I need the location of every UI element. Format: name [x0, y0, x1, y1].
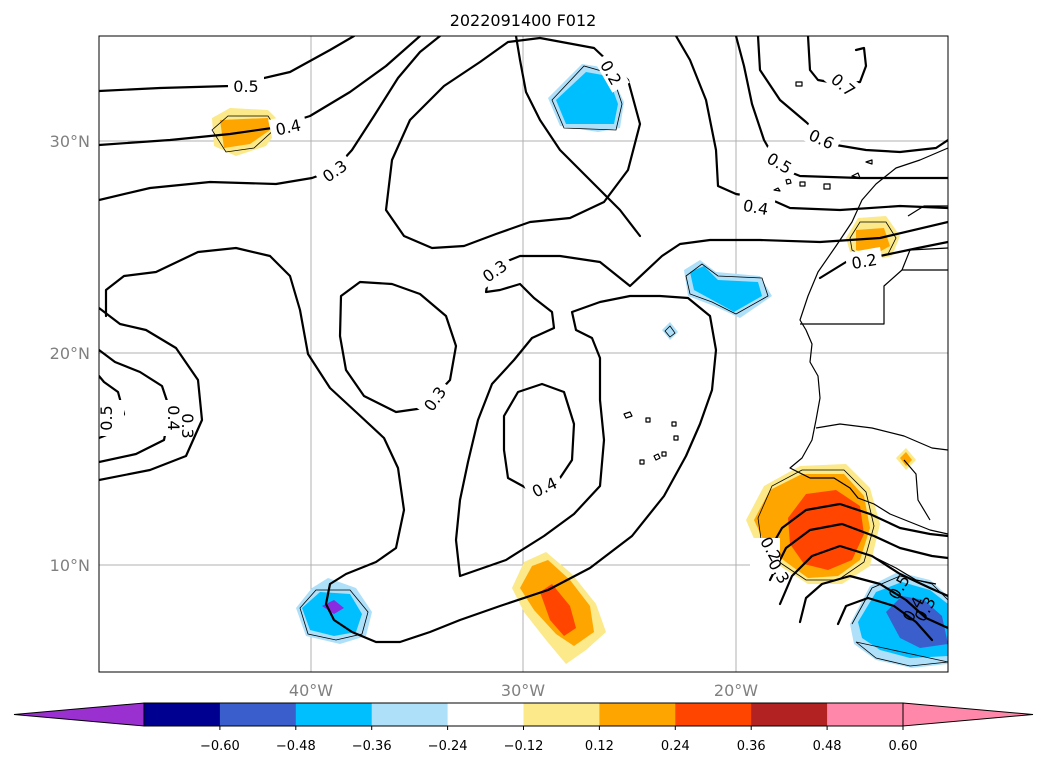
contour-line	[768, 522, 948, 582]
colorbar-tick-label: 0.60	[889, 739, 918, 754]
colorbar-extend-high	[902, 702, 1034, 727]
colorbar-tick-label: 0.48	[813, 739, 842, 754]
shade-negative-sw-violet	[322, 600, 344, 614]
colorbar-tick-label: −0.36	[352, 739, 392, 754]
contour-line	[338, 280, 458, 414]
colorbar-segment	[675, 703, 752, 726]
plot-frame	[98, 35, 949, 673]
africa-border-1	[800, 269, 948, 325]
shade-negative-small	[662, 322, 678, 340]
lon-label: 30°W	[501, 681, 545, 700]
lon-label: 40°W	[289, 681, 333, 700]
shade-positive-s-core	[540, 584, 576, 636]
shade-negative-mid-core	[690, 266, 762, 312]
contour-label: 0.2	[850, 250, 878, 273]
colorbar-segment	[599, 703, 676, 726]
colorbar-tick-label: −0.24	[428, 739, 468, 754]
contour-label: 0.5	[233, 77, 258, 96]
colorbar-segment	[295, 703, 373, 726]
lat-labels: 30°N 20°N 10°N	[50, 132, 90, 575]
lat-label: 30°N	[50, 132, 90, 151]
contour-line	[99, 348, 172, 464]
canary-islands	[773, 81, 873, 192]
contour-line	[502, 382, 576, 492]
colorbar-tick-label: −0.12	[504, 739, 544, 754]
africa-border-4	[815, 423, 948, 451]
cape-verde-islands	[623, 411, 679, 465]
map-title: 2022091400 F012	[450, 11, 597, 30]
shade-positive-ne-core	[856, 228, 890, 256]
colorbar-tick-label: 0.24	[661, 739, 690, 754]
contour-line	[384, 36, 642, 250]
contour-line	[778, 544, 948, 606]
contour-label: 0.3	[178, 413, 197, 438]
colorbar: −0.60 −0.48 −0.36 −0.24 −0.12 0.12 0.24 0.36 0.4…	[13, 702, 1034, 754]
lon-label: 20°W	[714, 681, 758, 700]
africa-border-6	[875, 557, 937, 585]
colorbar-tick-label: −0.60	[200, 739, 240, 754]
map-plot-area: 0.5 0.4 0.3 0.3 0.3 0.3 0.4 0.4 0.2 0.7	[97, 35, 949, 673]
shade-negative-n-core	[556, 72, 618, 124]
lat-label: 10°N	[50, 556, 90, 575]
contour-line	[99, 306, 204, 482]
colorbar-tick-label: 0.36	[737, 739, 766, 754]
africa-coast	[789, 147, 948, 535]
contour-label: 0.4	[164, 405, 183, 430]
colorbar-segment	[523, 703, 600, 726]
contour-line	[104, 220, 948, 644]
contour-line	[674, 36, 948, 212]
contour-label: 0.4	[274, 116, 303, 140]
contour-line	[836, 596, 934, 642]
colorbar-segment	[447, 703, 524, 726]
colorbar-segment	[827, 703, 904, 726]
colorbar-segment	[371, 703, 449, 726]
africa-border-5	[903, 459, 931, 521]
colorbar-segment	[219, 703, 297, 726]
lat-label: 20°N	[50, 344, 90, 363]
contour-label: 0.4	[742, 196, 770, 219]
contour-line	[798, 574, 948, 630]
contour-line	[514, 36, 642, 238]
colorbar-tick-label: −0.48	[276, 739, 316, 754]
contour-line	[764, 502, 948, 558]
colorbar-segment	[144, 703, 221, 726]
lon-labels: 40°W 30°W 20°W	[289, 681, 758, 700]
colorbar-extend-low	[13, 702, 145, 727]
colorbar-tick-label: 0.12	[585, 739, 614, 754]
colorbar-segment	[751, 703, 828, 726]
shade-positive-nw-core	[220, 118, 270, 148]
contour-label: 0.5	[97, 405, 116, 430]
